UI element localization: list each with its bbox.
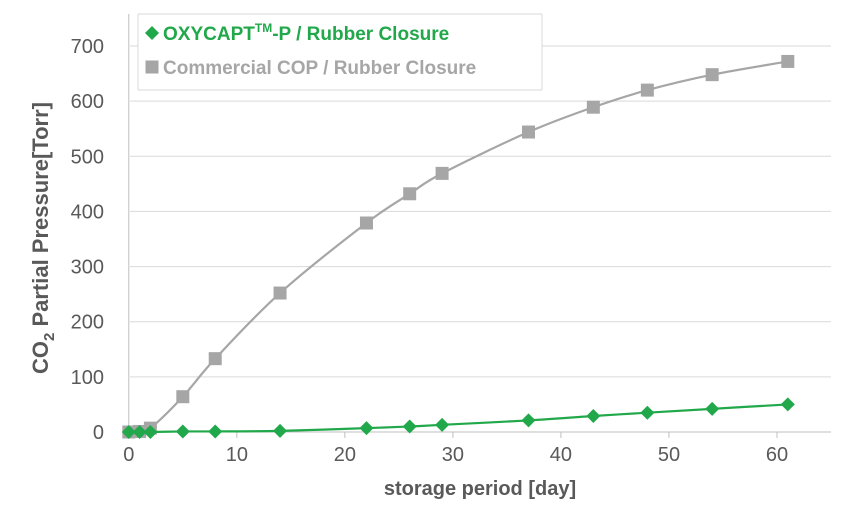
data-point-square — [586, 100, 600, 114]
x-tick-label: 40 — [550, 444, 572, 466]
data-point-diamond — [521, 413, 536, 428]
data-point-square — [208, 352, 222, 366]
legend-label: OXYCAPTTM-P / Rubber Closure — [163, 21, 449, 45]
y-axis-label-part: CO — [28, 341, 53, 374]
y-axis-label: CO2 Partial Pressure[Torr] — [28, 102, 58, 374]
data-point-square — [781, 54, 795, 68]
data-point-square — [522, 125, 536, 139]
data-point-square — [273, 286, 287, 300]
data-point-square — [176, 390, 190, 404]
legend-entry: Commercial COP / Rubber Closure — [145, 58, 476, 79]
x-axis-label: storage period [day] — [384, 478, 576, 500]
y-tick-label: 300 — [71, 257, 104, 279]
data-point-square — [640, 83, 654, 97]
data-point-diamond — [705, 401, 720, 416]
y-tick-label: 600 — [71, 91, 104, 113]
data-point-diamond — [132, 425, 147, 439]
legend: OXYCAPTTM-P / Rubber Closure Commercial C… — [137, 13, 543, 91]
data-point-diamond — [145, 26, 159, 40]
y-axis-ticks: 0 100 200 300 400 500 600 700 — [71, 36, 104, 444]
data-point-square — [435, 166, 449, 180]
gridlines — [130, 45, 831, 378]
x-axis-ticks: 0 10 20 30 40 50 60 — [123, 432, 788, 466]
data-point-diamond — [402, 419, 417, 434]
y-axis-label-part: Partial Pressure[Torr] — [28, 102, 53, 333]
series-line — [128, 403, 788, 434]
data-point-diamond — [435, 417, 450, 432]
data-point-square — [359, 216, 373, 230]
data-point-diamond — [175, 424, 190, 439]
legend-entry: OXYCAPTTM-P / Rubber Closure — [145, 21, 449, 45]
data-point-diamond — [208, 424, 223, 439]
series-1 — [122, 54, 795, 439]
x-tick-label: 20 — [334, 444, 356, 466]
series-layer — [121, 54, 795, 439]
data-point-square — [705, 68, 719, 82]
x-tick-label: 10 — [226, 444, 248, 466]
y-axis-label-subscript: 2 — [41, 333, 58, 341]
legend-box — [137, 13, 543, 91]
data-point-diamond — [359, 421, 374, 436]
x-tick-label: 30 — [442, 444, 464, 466]
x-tick-label: 50 — [658, 444, 680, 466]
data-point-square — [403, 187, 417, 201]
y-tick-label: 0 — [93, 422, 104, 444]
x-tick-label: 60 — [766, 444, 788, 466]
y-tick-label: 500 — [71, 146, 104, 168]
data-point-diamond — [640, 405, 655, 420]
data-point-diamond — [780, 397, 795, 412]
x-tick-label: 0 — [123, 444, 134, 466]
data-point-square — [145, 60, 159, 74]
y-tick-label: 100 — [71, 367, 104, 389]
data-point-diamond — [121, 425, 136, 439]
y-tick-label: 700 — [71, 36, 104, 58]
y-tick-label: 400 — [71, 201, 104, 223]
data-point-diamond — [143, 425, 158, 439]
legend-label: Commercial COP / Rubber Closure — [163, 58, 476, 79]
data-point-diamond — [273, 423, 288, 438]
series-0 — [121, 397, 795, 439]
y-tick-label: 200 — [71, 312, 104, 334]
data-point-diamond — [586, 409, 601, 424]
